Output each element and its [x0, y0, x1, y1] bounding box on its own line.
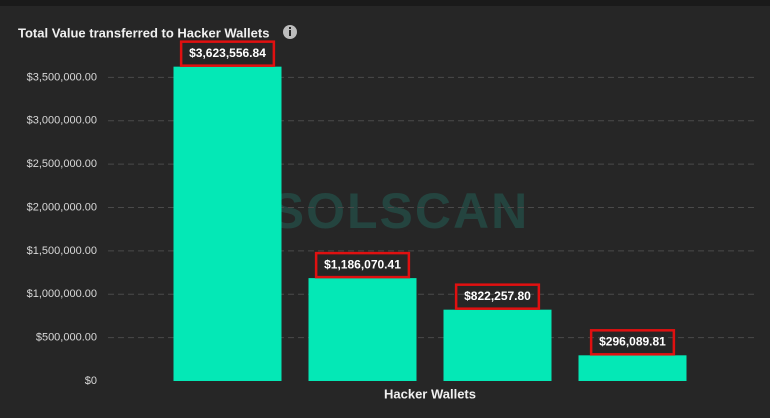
value-label: $296,089.81: [599, 334, 666, 348]
info-stem: [289, 30, 291, 36]
highlight-box: [454, 283, 541, 310]
watermark: SOLSCAN: [271, 183, 529, 239]
bar: [173, 66, 282, 382]
y-tick-label: $3,000,000.00: [27, 115, 97, 127]
y-tick-label: $500,000.00: [36, 332, 97, 344]
highlight-box: [589, 329, 676, 356]
y-tick-label: $1,500,000.00: [27, 245, 97, 257]
value-label: $3,623,556.84: [189, 46, 266, 60]
chart-title: Total Value transferred to Hacker Wallet…: [18, 25, 269, 40]
info-dot: [289, 27, 291, 29]
value-label: $1,186,070.41: [324, 257, 401, 271]
highlight-box: [314, 251, 411, 279]
y-tick-label: $0: [85, 375, 97, 387]
highlight-box: [179, 40, 276, 67]
value-label: $822,257.80: [464, 289, 531, 303]
y-tick-label: $2,500,000.00: [27, 158, 97, 170]
top-strip: [0, 0, 770, 6]
bar: [308, 278, 417, 381]
info-icon[interactable]: [283, 25, 297, 39]
bar: [443, 309, 552, 381]
y-tick-label: $2,000,000.00: [27, 201, 97, 213]
y-tick-label: $3,500,000.00: [27, 71, 97, 83]
y-tick-label: $1,000,000.00: [27, 288, 97, 300]
x-axis-label: Hacker Wallets: [384, 386, 476, 401]
bar: [578, 355, 687, 381]
